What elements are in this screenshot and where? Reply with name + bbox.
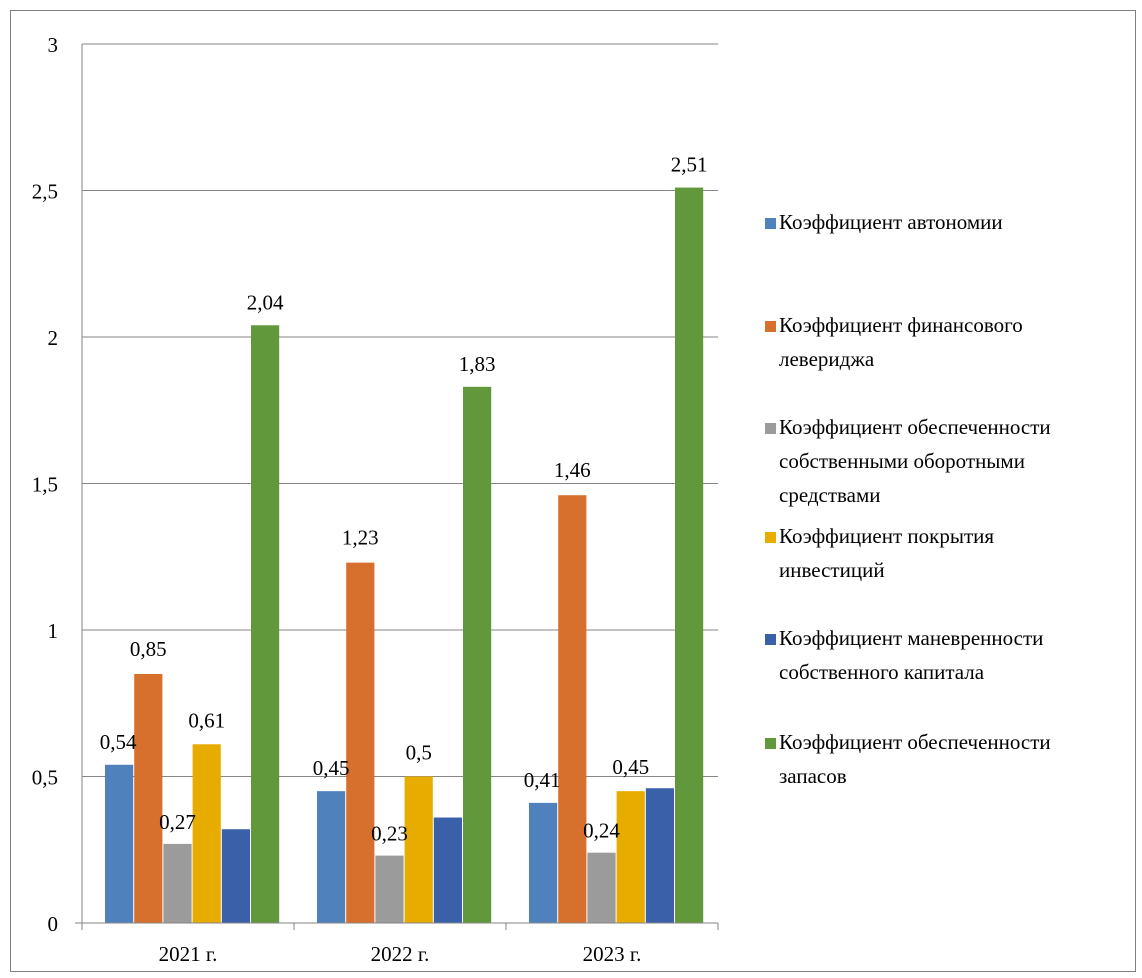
data-label: 0,45 [313,756,350,780]
legend: Коэффициент автономии Коэффициент финансо… [765,210,1051,788]
bar [529,802,558,923]
data-label: 1,23 [342,526,379,550]
y-axis-ticks: 0 0,5 1 1,5 2 2,5 3 [32,33,58,936]
bar [433,817,462,923]
bar [675,187,704,923]
data-label: 0,5 [406,741,432,765]
axes [75,44,719,930]
legend-label: Коэффициент обеспеченности [779,415,1051,439]
x-tick-label: 2022 г. [371,942,430,966]
bar [404,776,433,923]
bar [346,562,375,923]
bar [221,829,250,923]
x-axis-ticks: 2021 г. 2022 г. 2023 г. [159,942,642,966]
bar [317,791,346,923]
x-tick-label: 2021 г. [159,942,218,966]
bar [616,791,645,923]
data-label: 0,23 [371,822,408,846]
legend-label: собственными оборотными [779,449,1025,473]
data-label: 1,83 [459,352,496,376]
data-label: 0,85 [130,637,167,661]
data-labels: 0,54 0,85 0,27 0,61 2,04 0,45 1,23 0,23 0,5 1,83 0… [100,153,708,846]
legend-label: Коэффициент покрытия [779,524,994,548]
bar [375,855,404,923]
legend-label: Коэффициент финансового [779,313,1023,337]
bar [105,764,134,923]
y-tick-label: 3 [48,33,59,57]
data-label: 0,24 [583,819,620,843]
y-tick-label: 0 [48,912,59,936]
bar [587,852,616,923]
bar [163,843,192,923]
bar [558,495,587,923]
legend-swatch [765,738,776,749]
legend-swatch [765,423,776,434]
y-tick-label: 1 [48,619,59,643]
legend-label: левериджа [779,347,875,371]
data-label: 2,04 [247,290,284,314]
data-label: 0,27 [159,810,196,834]
legend-swatch [765,532,776,543]
data-label: 0,45 [612,755,649,779]
legend-swatch [765,634,776,645]
legend-swatch [765,321,776,332]
bars [105,187,704,923]
gridlines [82,43,718,777]
y-tick-label: 2,5 [32,180,58,204]
bar [645,788,674,923]
legend-label: Коэффициент автономии [779,210,1003,234]
bar [251,325,280,923]
y-tick-label: 0,5 [32,766,58,790]
data-label: 1,46 [554,458,591,482]
legend-label: собственного капитала [779,660,985,684]
data-label: 0,54 [100,730,137,754]
data-label: 0,41 [524,768,561,792]
legend-label: средствами [779,483,881,507]
legend-label: Коэффициент обеспеченности [779,730,1051,754]
bar [134,673,163,923]
legend-label: запасов [779,764,847,788]
bar [192,744,221,923]
data-label: 0,61 [188,708,225,732]
y-tick-label: 2 [48,326,59,350]
y-tick-label: 1,5 [32,473,58,497]
legend-label: Коэффициент маневренности [779,626,1043,650]
legend-label: инвестиций [779,558,885,582]
bar [463,386,492,923]
data-label: 2,51 [671,153,708,177]
x-tick-label: 2023 г. [583,942,642,966]
legend-swatch [765,218,776,229]
